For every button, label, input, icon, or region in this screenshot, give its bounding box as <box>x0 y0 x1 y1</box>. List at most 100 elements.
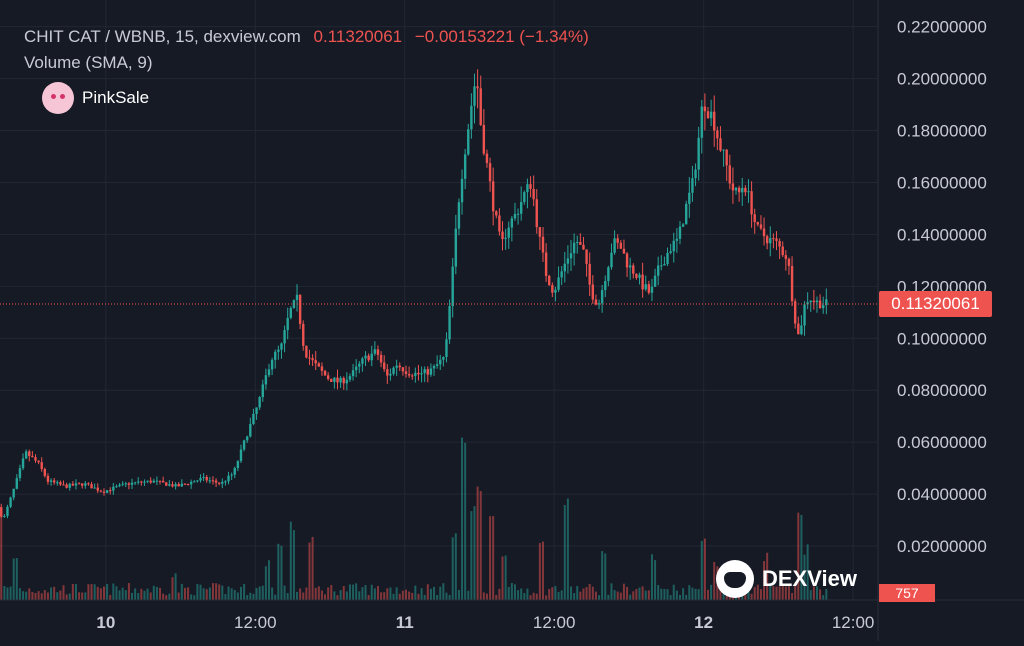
candle-body <box>622 248 626 254</box>
y-tick-label: 0.04000000 <box>897 485 987 504</box>
volume-bar <box>766 552 769 600</box>
candle-body <box>790 265 794 302</box>
candle-body <box>323 370 327 376</box>
candle-body <box>56 482 59 484</box>
candle-body <box>333 377 336 382</box>
candle-body <box>37 460 40 463</box>
candle-body <box>407 374 411 376</box>
volume-bar <box>598 595 601 600</box>
volume-bar <box>0 507 3 600</box>
candle-body <box>759 224 763 229</box>
volume-bar <box>526 588 529 600</box>
volume-bar <box>358 591 361 600</box>
candle-body <box>258 397 261 408</box>
price-change-value: −0.00153221 (−1.34%) <box>414 27 589 46</box>
volume-bar <box>467 590 470 600</box>
volume-bar <box>809 590 812 600</box>
candle-body <box>800 325 803 335</box>
candle-body <box>554 289 557 293</box>
candle-body <box>71 483 75 486</box>
candle-body <box>660 265 663 267</box>
candle-body <box>242 440 246 450</box>
candle-body <box>305 345 308 358</box>
candle-body <box>747 191 750 193</box>
candle-body <box>713 111 716 131</box>
candle-body <box>96 487 99 491</box>
candle-body <box>286 317 289 331</box>
candle-body <box>336 377 339 383</box>
volume-bar <box>168 593 171 600</box>
volume-bar <box>171 577 174 600</box>
candle-body <box>15 478 19 489</box>
candle-body <box>267 369 271 376</box>
volume-bar <box>299 588 302 600</box>
volume-bar <box>498 588 501 600</box>
symbol-legend[interactable]: CHIT CAT / WBNB, 15, dexview.com 0.11320… <box>24 27 589 47</box>
candle-body <box>775 238 778 241</box>
volume-bar <box>601 551 604 600</box>
volume-bar <box>118 590 121 600</box>
candle-body <box>594 299 598 305</box>
volume-bar <box>461 437 464 600</box>
candle-body <box>140 481 143 483</box>
volume-bar <box>221 585 224 600</box>
volume-bar <box>685 594 688 600</box>
candle-body <box>426 369 429 375</box>
candle-body <box>510 218 514 228</box>
volume-bar <box>327 587 330 600</box>
volume-bar <box>663 588 666 600</box>
candle-body <box>753 214 756 223</box>
candle-body <box>485 153 489 164</box>
candle-body <box>21 458 25 469</box>
candle-body <box>504 237 507 240</box>
volume-bar <box>78 592 81 600</box>
volume-bar <box>429 588 432 600</box>
volume-bar <box>678 594 681 600</box>
candle-body <box>93 487 96 489</box>
candle-body <box>367 355 370 361</box>
volume-bar <box>376 586 379 600</box>
candle-body <box>507 227 510 238</box>
volume-bar <box>775 586 778 600</box>
candle-body <box>270 359 274 370</box>
volume-indicator-label[interactable]: Volume (SMA, 9) <box>24 53 153 72</box>
candle-body <box>255 407 258 414</box>
candle-body <box>501 231 504 240</box>
volume-bar <box>99 588 102 600</box>
candle-body <box>105 490 109 493</box>
candle-body <box>812 300 816 303</box>
candle-body <box>691 178 694 193</box>
candle-body <box>326 375 330 379</box>
candle-body <box>308 357 311 359</box>
volume-bar <box>53 586 56 600</box>
pinksale-link[interactable]: PinkSale <box>42 82 149 114</box>
candle-body <box>31 456 34 458</box>
volume-bar <box>772 586 775 600</box>
volume-bar <box>535 593 538 600</box>
volume-bar <box>261 585 264 600</box>
candle-body <box>656 265 660 276</box>
candle-body <box>221 481 224 484</box>
candle-body <box>516 213 520 215</box>
candle-body <box>49 480 53 482</box>
candle-body <box>420 373 423 375</box>
candle-body <box>551 285 554 293</box>
volume-bar <box>582 588 585 600</box>
candle-body <box>544 252 548 276</box>
candle-body <box>737 187 741 193</box>
y-tick-label: 0.10000000 <box>897 329 987 348</box>
candle-body <box>628 265 632 268</box>
volume-bar <box>18 588 21 600</box>
candle-body <box>535 199 538 228</box>
candle-body <box>641 274 644 290</box>
volume-bar <box>62 585 65 600</box>
volume-bar <box>56 592 59 600</box>
candle-body <box>765 236 769 244</box>
volume-bar <box>224 594 227 600</box>
candle-body <box>625 253 629 268</box>
time-axis[interactable]: 10 12:00 11 12:00 12 12:00 <box>96 613 874 632</box>
volume-bar <box>268 560 271 600</box>
